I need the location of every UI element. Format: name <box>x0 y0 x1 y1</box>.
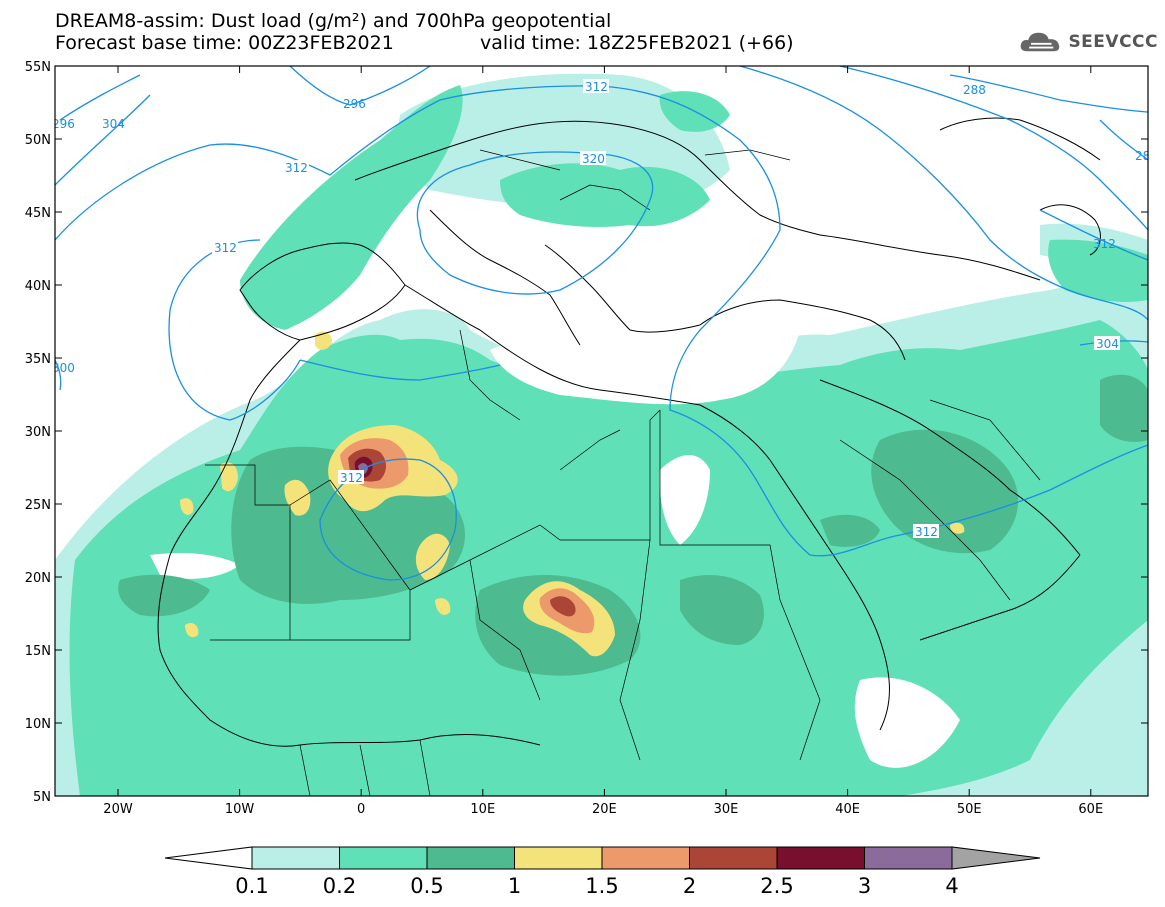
lon-tick-label: 20E <box>592 802 617 817</box>
lat-tick-label: 30N <box>25 425 51 440</box>
colorbar-swatch <box>776 846 865 870</box>
latitude-axis: 55N 50N 45N 40N 35N 30N 25N 20N 15N 10N 5N <box>25 60 1148 805</box>
logo-text: SEEVCCC <box>1068 32 1158 52</box>
lat-tick-label: 55N <box>25 60 51 75</box>
country-borders <box>205 149 1041 796</box>
lat-tick-label: 45N <box>25 206 51 221</box>
colorbar-swatch <box>251 846 340 870</box>
colorbar-label: 2 <box>683 874 696 898</box>
contour-label: 312 <box>214 241 237 255</box>
lon-tick-label: 40E <box>835 802 860 817</box>
lon-tick-label: 10E <box>470 802 495 817</box>
contour-label: 304 <box>1096 337 1119 351</box>
lon-tick-label: 10W <box>225 802 255 817</box>
colorbar-swatch <box>689 846 778 870</box>
lon-tick-label: 50E <box>957 802 982 817</box>
map-area: 296 304 312 312 312 320 312 312 312 304 … <box>52 66 1158 796</box>
lon-tick-label: 30E <box>714 802 739 817</box>
lat-tick-label: 5N <box>33 790 51 805</box>
lat-tick-label: 25N <box>25 498 51 513</box>
seevccc-logo: SEEVCCC <box>1018 27 1158 57</box>
contour-label: 312 <box>915 525 938 539</box>
map-title: DREAM8-assim: Dust load (g/m²) and 700hP… <box>55 10 612 32</box>
colorbar-label: 0.1 <box>235 874 268 898</box>
contour-label: 296 <box>343 97 366 111</box>
lon-tick-label: 60E <box>1078 802 1103 817</box>
contour-label: 312 <box>585 80 608 94</box>
contour-label: 312 <box>285 161 308 175</box>
colorbar-label: 0.2 <box>323 874 356 898</box>
contour-label: 288 <box>963 83 986 97</box>
lat-tick-label: 20N <box>25 571 51 586</box>
colorbar-label: 2.5 <box>760 874 793 898</box>
lon-tick-label: 0 <box>357 802 365 817</box>
forecast-base-time: Forecast base time: 00Z23FEB2021 <box>55 32 394 54</box>
contour-labels: 296 304 312 312 312 320 312 312 312 304 … <box>52 79 1158 539</box>
longitude-axis: 20W 10W 0 10E 20E 30E 40E 50E 60E <box>103 66 1103 817</box>
coastlines-borders <box>157 117 1101 747</box>
colorbar-swatch <box>864 846 953 870</box>
cloud-icon <box>1020 32 1060 52</box>
colorbar-label: 3 <box>858 874 871 898</box>
colorbar-swatch <box>426 846 515 870</box>
contour-label: 320 <box>582 152 605 166</box>
lat-tick-label: 35N <box>25 352 51 367</box>
colorbar-label: 0.5 <box>410 874 443 898</box>
contour-label: 296 <box>52 117 75 131</box>
colorbar-under-arrow <box>164 846 253 870</box>
lat-tick-label: 15N <box>25 644 51 659</box>
colorbar-swatch <box>514 846 603 870</box>
valid-time: valid time: 18Z25FEB2021 (+66) <box>480 32 794 54</box>
dust-band-0-2 <box>69 85 1148 796</box>
geopotential-contours <box>55 66 1148 581</box>
contour-label: 304 <box>102 117 125 131</box>
colorbar-over-arrow <box>951 846 1041 870</box>
lat-tick-label: 40N <box>25 279 51 294</box>
lon-tick-label: 20W <box>103 802 133 817</box>
colorbar: 0.1 0.2 0.5 1 1.5 2 2.5 3 4 <box>164 846 1041 898</box>
colorbar-label: 1 <box>508 874 521 898</box>
contour-label: 312 <box>340 471 363 485</box>
contour-label: 312 <box>1093 237 1116 251</box>
colorbar-swatch <box>339 846 428 870</box>
colorbar-label: 1.5 <box>585 874 618 898</box>
colorbar-swatch <box>601 846 690 870</box>
lat-tick-label: 50N <box>25 133 51 148</box>
clear-areas <box>150 325 960 768</box>
lat-tick-label: 10N <box>25 717 51 732</box>
contour-label: 300 <box>52 361 75 375</box>
colorbar-label: 4 <box>945 874 958 898</box>
contour-label: 280 <box>1135 149 1158 163</box>
